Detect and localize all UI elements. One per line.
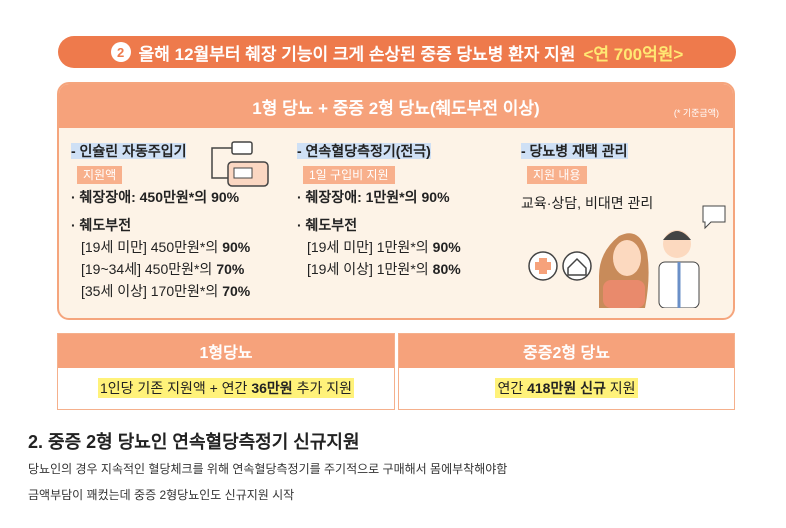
column-title: - 인슐린 자동주입기 [71, 140, 250, 162]
column-title-text: - 인슐린 자동주입기 [71, 143, 187, 159]
rate: 70% [216, 261, 245, 277]
column: - 인슐린 자동주입기 지원액 · 췌장장애: 450만원*의 90% · 췌도부전 [1… [71, 140, 250, 302]
support-line: [35세 이상] 170만원*의 70% [81, 280, 250, 302]
line-text: · 췌장장애: 1만원*의 [297, 189, 418, 205]
column-tag: 1일 구입비 지원 [303, 166, 395, 184]
summary-box: 1형당뇨 1인당 기존 지원액 + 연간 36만원 추가 지원 [57, 333, 395, 410]
panel-note: (* 기준금액) [673, 108, 719, 118]
box-post: 추가 지원 [296, 380, 352, 396]
paragraph: 당뇨인의 경우 지속적인 혈당체크를 위해 연속혈당측정기를 주기적으로 구매해… [28, 462, 508, 476]
rate: 90% [421, 189, 450, 205]
care-illustration [528, 205, 726, 308]
banner-highlight: <연 700억원> [583, 44, 684, 64]
line-text: [35세 이상] 170만원*의 [81, 283, 219, 299]
support-line: [19세 미만] 450만원*의 90% [81, 236, 250, 258]
support-line: · 췌도부전 [297, 214, 461, 236]
box-pre: 연간 [497, 380, 524, 396]
column-title: - 연속혈당측정기(전극) [297, 140, 461, 162]
line-text: 교육·상담, 비대면 관리 [521, 195, 654, 211]
box-pre: 1인당 기존 지원액 + 연간 [100, 380, 248, 396]
support-line: · 췌도부전 [71, 214, 250, 236]
box-strong: 36만원 [251, 380, 293, 396]
support-panel: 1형 당뇨 + 중증 2형 당뇨(췌도부전 이상) (* 기준금액) - 인슐린… [57, 82, 735, 320]
column: - 연속혈당측정기(전극) 1일 구입비 지원 · 췌장장애: 1만원*의 90% · … [297, 140, 461, 280]
box-body: 1인당 기존 지원액 + 연간 36만원 추가 지원 [58, 368, 394, 408]
rate: 90% [432, 239, 461, 255]
panel-title: 1형 당뇨 + 중증 2형 당뇨(췌도부전 이상) [252, 98, 540, 118]
column-title: - 당뇨병 재택 관리 [521, 140, 653, 162]
line-text: [19세 미만] 450만원*의 [81, 239, 219, 255]
box-body: 연간 418만원 신규 지원 [399, 368, 734, 408]
support-line: [19세 미만] 1만원*의 90% [307, 236, 461, 258]
banner-number: 2 [110, 42, 131, 62]
support-line: [19세 이상] 1만원*의 80% [307, 258, 461, 280]
rate: 90% [222, 239, 251, 255]
box-strong: 418만원 신규 [527, 380, 606, 396]
rate: 70% [222, 283, 251, 299]
box-header: 1형당뇨 [58, 334, 394, 368]
support-line: 교육·상담, 비대면 관리 [521, 192, 653, 214]
column-title-text: - 당뇨병 재택 관리 [521, 143, 628, 159]
support-line: · 췌장장애: 1만원*의 90% [297, 186, 461, 208]
box-header: 중증2형 당뇨 [399, 334, 734, 368]
banner: 2 올해 12월부터 췌장 기능이 크게 손상된 중증 당뇨병 환자 지원 <연… [58, 36, 736, 68]
panel-header: 1형 당뇨 + 중증 2형 당뇨(췌도부전 이상) (* 기준금액) [59, 84, 733, 128]
line-text: [19세 이상] 1만원*의 [307, 261, 429, 277]
line-text: · 췌장장애: 450만원*의 [71, 189, 208, 205]
rate: 90% [211, 189, 240, 205]
line-text: [19세 미만] 1만원*의 [307, 239, 429, 255]
line-text: · 췌도부전 [297, 217, 358, 233]
column-tag: 지원 내용 [527, 166, 587, 184]
box-post: 지원 [609, 380, 636, 396]
paragraph: 금액부담이 꽤컸는데 중증 2형당뇨인도 신규지원 시작 [28, 488, 295, 502]
line-text: · 췌도부전 [71, 217, 132, 233]
support-line: · 췌장장애: 450만원*의 90% [71, 186, 250, 208]
column-tag: 지원액 [77, 166, 123, 184]
column-title-text: - 연속혈당측정기(전극) [297, 143, 431, 159]
box-text: 연간 418만원 신규 지원 [495, 378, 638, 398]
banner-title: 올해 12월부터 췌장 기능이 크게 손상된 중증 당뇨병 환자 지원 [138, 44, 576, 64]
pump-icon [211, 141, 269, 187]
support-line: [19~34세] 450만원*의 70% [81, 258, 250, 280]
rate: 80% [432, 261, 461, 277]
box-text: 1인당 기존 지원액 + 연간 36만원 추가 지원 [98, 378, 354, 398]
article-heading: 2. 중증 2형 당뇨인 연속혈당측정기 신규지원 [28, 432, 360, 452]
line-text: [19~34세] 450만원*의 [81, 261, 213, 277]
